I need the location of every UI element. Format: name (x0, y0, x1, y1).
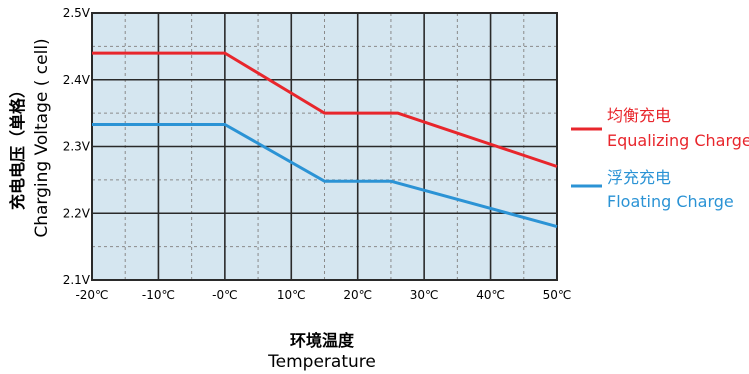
legend-label-equalizing-cn: 均衡充电 (607, 106, 671, 125)
x-tick-label: -20℃ (75, 288, 108, 302)
x-tick-label: 30℃ (410, 288, 439, 302)
series-lines (92, 51, 558, 229)
x-tick-label: 10℃ (277, 288, 306, 302)
y-tick-label: 2.1V (63, 273, 91, 287)
y-tick-label: 2.2V (63, 206, 91, 220)
x-axis-label-cn: 环境温度 (290, 331, 355, 350)
y-tick-labels: 2.1V 2.2V 2.3V 2.4V 2.5V (63, 6, 91, 287)
y-axis-label-cn: 充电电压（单格） (8, 82, 27, 210)
x-axis-label: Temperature (267, 352, 376, 372)
y-axis-label: Charging Voltage ( cell) (32, 38, 52, 237)
series-line-floating-charge (92, 123, 558, 229)
legend-label-floating: Floating Charge (607, 192, 734, 211)
y-tick-label: 2.5V (63, 6, 91, 20)
x-tick-label: 40℃ (476, 288, 505, 302)
y-tick-label: 2.4V (63, 73, 91, 87)
series-line-equalizing-charge (92, 51, 558, 168)
x-tick-labels: -20℃ -10℃ -0℃ 10℃ 20℃ 30℃ 40℃ 50℃ (75, 288, 571, 302)
x-tick-label: 50℃ (543, 288, 572, 302)
x-tick-label: -10℃ (142, 288, 175, 302)
legend-label-floating-cn: 浮充充电 (607, 168, 671, 187)
plot-border (91, 12, 558, 281)
major-grid (91, 12, 558, 281)
legend-label-equalizing: Equalizing Charge (607, 131, 749, 150)
y-tick-label: 2.3V (63, 140, 91, 154)
x-tick-label: -0℃ (212, 288, 237, 302)
x-tick-label: 20℃ (343, 288, 372, 302)
legend: 均衡充电 Equalizing Charge 浮充充电 Floating Cha… (571, 106, 749, 211)
